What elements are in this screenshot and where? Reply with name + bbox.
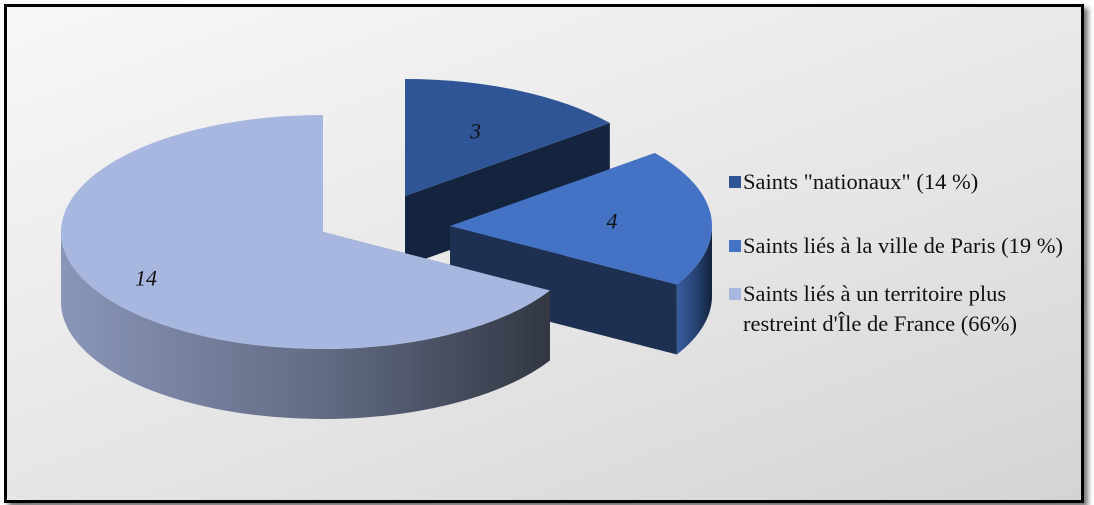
data-label-ile-de-france: 14 bbox=[135, 266, 157, 291]
legend-item-paris: Saints liés à la ville de Paris (19 %) bbox=[729, 231, 1085, 261]
legend-label-nationaux: Saints "nationaux" (14 %) bbox=[743, 169, 979, 194]
pie-slice-paris bbox=[450, 153, 712, 355]
legend-item-ile-de-france: Saints liés à un territoire plus restrei… bbox=[729, 279, 1085, 339]
legend-swatch-paris bbox=[729, 240, 741, 252]
pie-slice-top bbox=[61, 115, 550, 349]
pie-slice-top bbox=[405, 79, 610, 196]
pie-slice-wall bbox=[450, 226, 677, 355]
chart-frame: 3 4 14 Saints "nationaux" (14 %) Saints li… bbox=[4, 4, 1084, 503]
legend-label-paris: Saints liés à la ville de Paris (19 %) bbox=[743, 233, 1063, 258]
pie-slice-top bbox=[450, 153, 712, 285]
legend-label-ile-de-france: Saints liés à un territoire plus restrei… bbox=[743, 281, 1017, 336]
legend-swatch-ile-de-france bbox=[729, 288, 741, 300]
pie-slice-side bbox=[61, 232, 550, 420]
legend-swatch-nationaux bbox=[729, 176, 741, 188]
legend: Saints "nationaux" (14 %) Saints liés à … bbox=[729, 167, 1085, 357]
pie-slice-ile-de-france bbox=[61, 115, 550, 420]
pie-slice-side bbox=[676, 226, 712, 355]
data-label-nationaux: 3 bbox=[469, 119, 481, 144]
pie-chart: 3 4 14 bbox=[61, 79, 712, 420]
data-label-paris: 4 bbox=[606, 209, 617, 234]
legend-item-nationaux: Saints "nationaux" (14 %) bbox=[729, 167, 1085, 197]
